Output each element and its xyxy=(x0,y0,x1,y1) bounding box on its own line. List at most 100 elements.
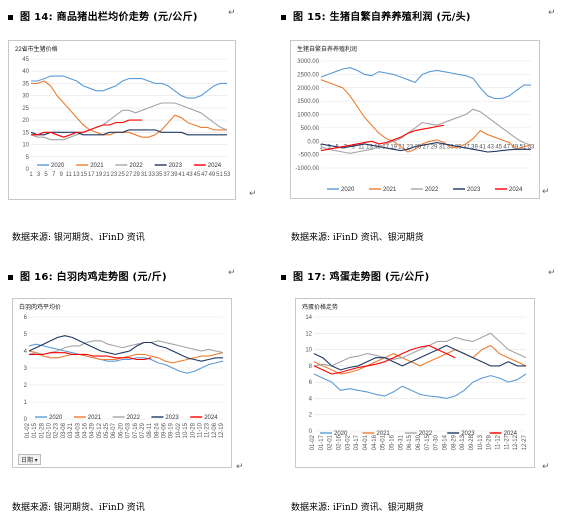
series-line-2021 xyxy=(320,79,532,153)
x-tick-label: 02-23 xyxy=(54,422,60,438)
series-line-2024 xyxy=(320,124,445,152)
x-tick-label: 21 xyxy=(103,172,110,178)
bullet-square-icon xyxy=(281,14,286,20)
x-tick-label: 15 xyxy=(80,172,87,178)
y-tick-label: 0 xyxy=(26,167,30,173)
x-tick-label: 49 xyxy=(512,144,519,150)
y-tick-label: 1500.00 xyxy=(297,99,319,105)
x-tick-label: 02-16 xyxy=(337,434,343,450)
y-tick-label: 4 xyxy=(309,396,313,402)
x-tick-label: 02-10 xyxy=(47,422,53,438)
y-tick-label: 25 xyxy=(22,106,29,112)
x-tick-label: 04-03 xyxy=(75,422,81,438)
source-note: 数据来源: iFinD 资讯、银河期货 xyxy=(291,503,424,513)
y-tick-label: 0 xyxy=(24,417,28,423)
x-tick-label: 12-27 xyxy=(522,434,528,450)
x-tick-label: 3 xyxy=(37,172,41,178)
y-tick-label: 2000.00 xyxy=(297,86,319,92)
x-tick-label: 03-21 xyxy=(68,422,74,438)
y-tick-label: -500.00 xyxy=(299,153,320,159)
bullet-square-icon xyxy=(8,14,13,20)
paragraph-mark-icon: ↵ xyxy=(548,8,556,18)
x-tick-label: 10-28 xyxy=(190,422,196,438)
x-tick-label: 37 xyxy=(463,144,470,150)
paragraph-mark-icon: ↵ xyxy=(542,187,550,197)
series-line-2021 xyxy=(31,80,227,138)
x-tick-label: 7 xyxy=(52,172,56,178)
legend-label: 2021 xyxy=(90,163,104,169)
legend-label: 2020 xyxy=(49,415,63,421)
date-filter-dropdown[interactable]: 日期 ▾ xyxy=(18,454,41,465)
figure-caption: 图 15: 生猪自繁自养养殖利润 (元/头) xyxy=(281,8,471,23)
y-tick-label: 1000.00 xyxy=(297,113,319,119)
x-tick-label: 27 xyxy=(423,144,430,150)
x-tick-label: 11 xyxy=(358,144,365,150)
x-tick-label: 23 xyxy=(407,144,414,150)
legend-label: 2023 xyxy=(165,415,179,421)
y-tick-label: 4 xyxy=(24,349,28,355)
legend-label: 2022 xyxy=(425,187,439,193)
series-line-2022 xyxy=(313,332,527,367)
series-line-2020 xyxy=(313,373,527,399)
x-tick-label: 01-02 xyxy=(310,434,316,450)
y-tick-label: 0.00 xyxy=(307,139,319,145)
y-tick-label: 20 xyxy=(22,118,29,124)
x-tick-label: 13 xyxy=(366,144,373,150)
x-tick-label: 45 xyxy=(194,172,201,178)
x-tick-label: 03-02 xyxy=(345,434,351,450)
x-tick-label: 07-03 xyxy=(126,422,132,438)
legend-label: 2021 xyxy=(383,187,397,193)
y-tick-label: 30 xyxy=(22,94,29,100)
paragraph-mark-icon: ↵ xyxy=(236,462,244,472)
x-tick-label: 07-16 xyxy=(133,422,139,438)
legend-label: 2024 xyxy=(208,163,222,169)
series-line-2024 xyxy=(29,352,152,361)
x-tick-label: 29 xyxy=(431,144,438,150)
x-tick-label: 35 xyxy=(455,144,462,150)
line-chart: 白羽肉鸡平均价 0 1 2 3 4 5 6 01-02 01-15 01-28 02-10 02-23 0… xyxy=(12,298,232,468)
legend-label: 2024 xyxy=(504,431,518,437)
x-tick-label: 29 xyxy=(133,172,140,178)
legend-label: 2020 xyxy=(334,431,348,437)
legend-label: 2022 xyxy=(127,415,141,421)
x-tick-label: 43 xyxy=(186,172,193,178)
series-line-2024 xyxy=(31,119,143,138)
x-tick-label: 53 xyxy=(528,144,535,150)
y-tick-label: 500.00 xyxy=(301,126,320,132)
x-tick-label: 10-13 xyxy=(478,434,484,450)
series-line-2022 xyxy=(30,102,228,141)
chart-svg: 生猪自繁自养养殖利润 -1000.00 -500.00 0.00 500.00 1000.… xyxy=(295,45,535,193)
x-tick-label: 13 xyxy=(73,172,80,178)
x-tick-label: 01-15 xyxy=(32,422,38,438)
y-tick-label: 2 xyxy=(24,383,28,389)
source-note: 数据来源: 银河期货、iFinD 资讯 xyxy=(12,233,145,243)
series-line-2023 xyxy=(30,129,227,136)
y-tick-label: 14 xyxy=(305,315,312,321)
figure-caption: 图 17: 鸡蛋走势图 (元/公斤) xyxy=(281,268,430,283)
y-tick-label: 2 xyxy=(309,413,313,419)
paragraph-mark-icon: ↵ xyxy=(228,8,236,18)
legend-label: 2022 xyxy=(129,163,143,169)
paragraph-mark-icon: ↵ xyxy=(548,268,556,278)
line-chart: 生猪自繁自养养殖利润 -1000.00 -500.00 0.00 500.00 1000.… xyxy=(290,40,540,199)
x-tick-label: 09-06 xyxy=(162,422,168,438)
x-tick-label: 04-01 xyxy=(363,434,369,450)
x-tick-label: 17 xyxy=(88,172,95,178)
line-chart: 22省市生猪价格 0 5 10 15 20 25 30 35 40 45 1 3 5 7 9 11 13 15 17 1… xyxy=(8,40,236,200)
figure-caption: 图 16: 白羽肉鸡走势图 (元/斤) xyxy=(8,268,167,283)
y-tick-label: 5 xyxy=(24,332,28,338)
x-tick-label: 11-23 xyxy=(205,422,211,438)
x-tick-label: 11 xyxy=(66,172,73,178)
x-tick-label: 05-31 xyxy=(398,434,404,450)
y-tick-label: 40 xyxy=(22,69,29,75)
y-tick-label: 15 xyxy=(22,130,29,136)
y-tick-label: 2500.00 xyxy=(297,72,319,78)
x-tick-label: 11-27 xyxy=(504,434,510,450)
x-tick-label: 08-29 xyxy=(451,434,457,450)
y-tick-label: 5 xyxy=(26,155,30,161)
y-tick-label: 10 xyxy=(305,348,312,354)
legend-label: 2023 xyxy=(461,431,475,437)
caption-text: 图 16: 白羽肉鸡走势图 (元/斤) xyxy=(20,272,167,283)
x-tick-label: 12-19 xyxy=(219,422,225,438)
